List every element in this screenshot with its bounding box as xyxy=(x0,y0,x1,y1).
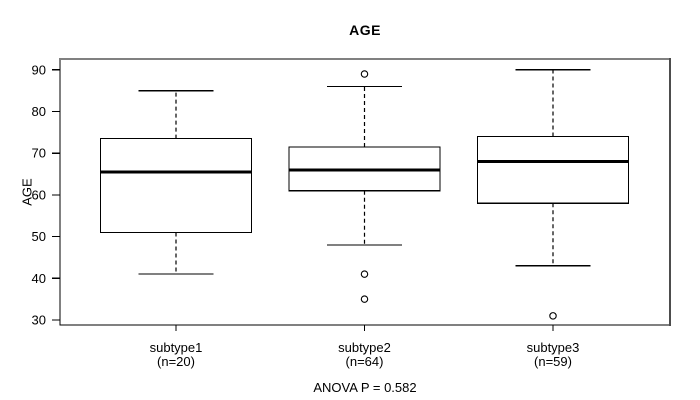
group-sublabel: (n=20) xyxy=(157,354,195,369)
y-tick-label: 60 xyxy=(32,187,46,202)
y-tick-label: 70 xyxy=(32,146,46,161)
outlier-point-subtype2 xyxy=(360,70,369,78)
anova-note: ANOVA P = 0.582 xyxy=(313,380,417,395)
group-label: subtype2 xyxy=(338,340,391,355)
group-sublabel: (n=64) xyxy=(346,354,384,369)
outlier-point-subtype3 xyxy=(549,312,557,320)
chart-title: AGE xyxy=(349,22,381,38)
outlier-point-subtype2 xyxy=(360,270,369,278)
y-tick-label: 80 xyxy=(32,104,46,119)
iqr-box-subtype3 xyxy=(476,135,630,204)
y-tick-label: 50 xyxy=(32,229,46,244)
group-label: subtype1 xyxy=(150,340,203,355)
group-sublabel: (n=59) xyxy=(534,354,572,369)
y-tick-label: 30 xyxy=(32,312,46,327)
group-label: subtype3 xyxy=(527,340,580,355)
y-axis-title: AGE xyxy=(19,178,35,206)
outlier-point-subtype2 xyxy=(360,295,369,303)
y-tick-label: 90 xyxy=(32,62,46,77)
y-tick-label: 40 xyxy=(32,271,46,286)
iqr-box-subtype1 xyxy=(99,138,253,234)
